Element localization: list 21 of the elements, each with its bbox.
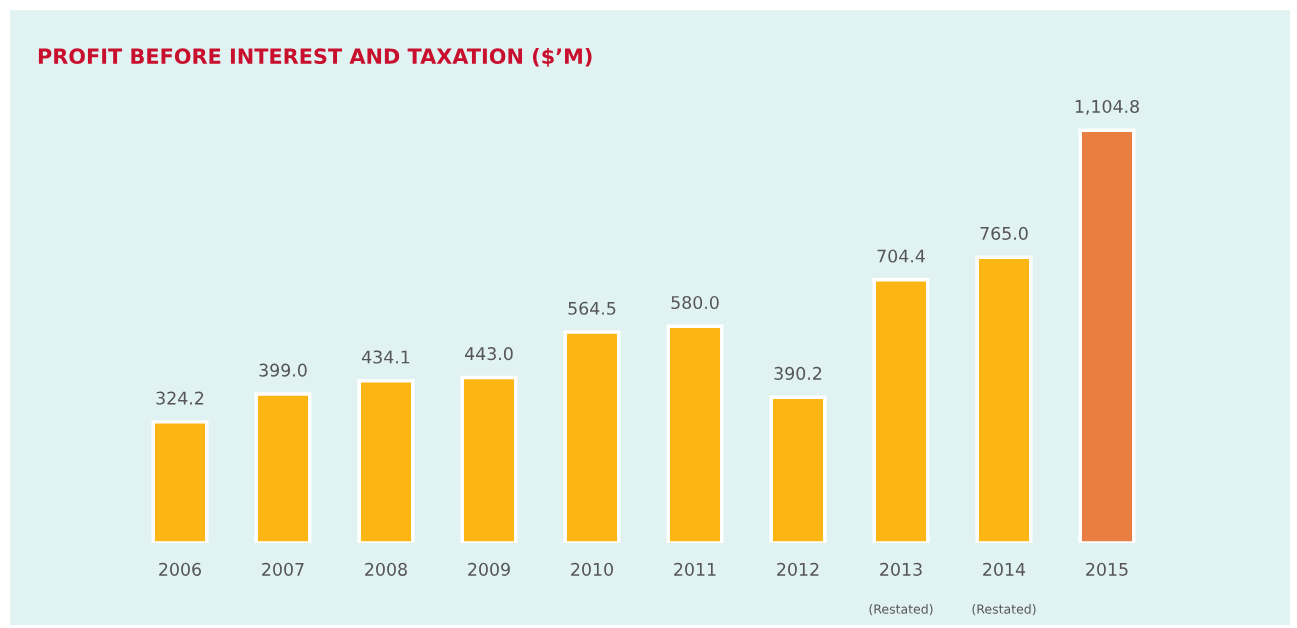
x-tick-label: 2011 bbox=[674, 562, 716, 576]
data-label: 765.0 bbox=[980, 226, 1028, 240]
x-tick-label: 2008 bbox=[365, 562, 407, 576]
data-label: 399.0 bbox=[259, 363, 307, 377]
data-label: 443.0 bbox=[465, 347, 513, 361]
data-label: 704.4 bbox=[877, 249, 925, 263]
x-tick-label: 2006 bbox=[159, 562, 201, 576]
data-label: 564.5 bbox=[568, 301, 616, 315]
category-label: 2014 (Restated) bbox=[972, 562, 1036, 616]
data-label: 390.2 bbox=[774, 366, 822, 380]
chart-title: PROFIT BEFORE INTEREST AND TAXATION ($’M) bbox=[38, 47, 592, 67]
data-label: 580.0 bbox=[671, 295, 719, 310]
x-tick-label: 2012 bbox=[777, 562, 819, 576]
data-label: 324.2 bbox=[156, 391, 204, 405]
x-tick-label: 2009 bbox=[468, 562, 510, 576]
x-tick-label: 2010 bbox=[571, 562, 613, 576]
x-tick-label: 2007 bbox=[262, 562, 304, 576]
x-tick-label: 2015 bbox=[1086, 562, 1128, 576]
data-label: 434.1 bbox=[362, 350, 410, 364]
category-label: 2013 (Restated) bbox=[869, 562, 933, 616]
data-label: 1,104.8 bbox=[1075, 99, 1139, 115]
